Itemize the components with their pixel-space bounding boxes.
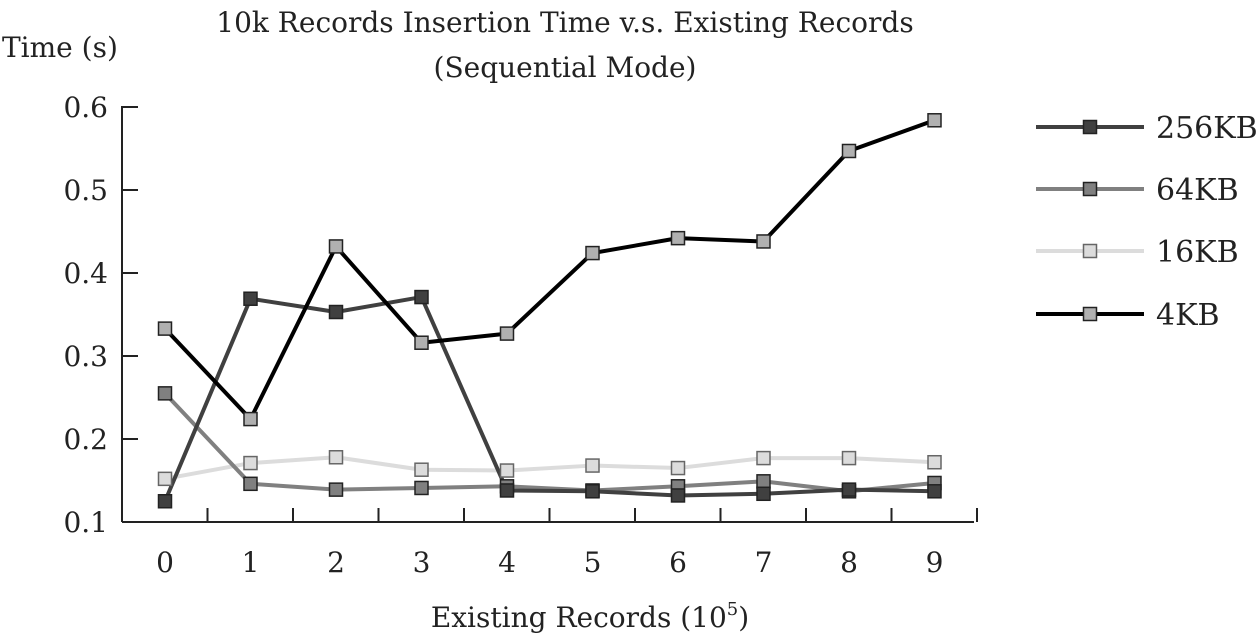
y-tick-label: 0.5	[63, 174, 108, 207]
x-tick-label: 8	[840, 546, 858, 579]
data-point-64KB	[756, 474, 771, 489]
x-tick-label: 9	[926, 546, 944, 579]
legend-label: 64KB	[1156, 173, 1239, 208]
chart-title: 10k Records Insertion Time v.s. Existing…	[216, 6, 913, 39]
data-point-16KB	[243, 455, 258, 471]
x-tick-label: 0	[156, 546, 174, 579]
x-axis-label: Existing Records (105)	[431, 599, 749, 634]
legend-label: 16KB	[1156, 235, 1239, 270]
x-axis-label-close: )	[738, 601, 749, 634]
data-point-16KB	[414, 462, 429, 477]
data-point-16KB	[585, 458, 600, 473]
data-point-256KB	[414, 289, 429, 305]
axes: 0.1 0.2 0.3 0.4 0.5 0.6 0 1 2 3 4 5 6 7 8 9	[63, 91, 978, 579]
data-point-256KB	[243, 291, 258, 306]
data-point-64KB	[243, 476, 258, 492]
data-point-16KB	[841, 450, 857, 466]
data-point-4KB	[841, 143, 857, 159]
y-tick-label: 0.3	[63, 340, 108, 373]
data-point-64KB	[328, 482, 344, 497]
data-point-256KB	[157, 494, 173, 509]
series-lines	[163, 118, 936, 503]
data-point-256KB	[756, 486, 771, 502]
legend-label: 4KB	[1156, 298, 1220, 333]
data-point-16KB	[756, 450, 771, 466]
data-point-4KB	[499, 326, 515, 341]
y-tick-label: 0.4	[63, 257, 108, 290]
x-tick-label: 1	[242, 546, 260, 579]
series-line-256KB	[163, 295, 935, 503]
legend: 256KB 64KB 16KB 4KB	[1036, 111, 1258, 333]
data-point-16KB	[328, 450, 344, 465]
data-point-4KB	[157, 321, 173, 336]
x-tick-label: 3	[413, 546, 431, 579]
legend-label: 256KB	[1156, 111, 1258, 146]
data-point-4KB	[756, 234, 771, 249]
data-point-256KB	[328, 304, 344, 320]
x-axis-label-main: Existing Records (10	[431, 601, 727, 634]
x-tick-label: 7	[755, 546, 773, 579]
data-point-16KB	[927, 454, 942, 470]
legend-swatch-marker	[1082, 119, 1098, 135]
series-line-64KB	[163, 391, 935, 494]
y-tick-label: 0.2	[63, 423, 108, 456]
x-tick-label: 4	[498, 546, 516, 579]
data-point-4KB	[414, 335, 429, 350]
data-point-4KB	[328, 239, 344, 254]
data-point-256KB	[585, 484, 600, 499]
chart-subtitle: (Sequential Mode)	[434, 51, 697, 84]
y-axis-label: Time (s)	[2, 31, 118, 64]
data-point-4KB	[927, 113, 942, 128]
data-point-256KB	[499, 483, 515, 498]
data-point-16KB	[157, 471, 173, 487]
data-point-4KB	[243, 411, 258, 427]
x-tick-label: 2	[327, 546, 345, 579]
data-point-256KB	[927, 484, 942, 499]
data-point-64KB	[414, 480, 429, 496]
data-point-4KB	[585, 245, 600, 261]
y-tick-label: 0.1	[63, 506, 108, 539]
legend-swatch-marker	[1082, 306, 1098, 322]
data-point-16KB	[670, 460, 686, 476]
series-line-16KB	[164, 455, 935, 481]
data-point-64KB	[157, 386, 173, 401]
data-point-4KB	[670, 230, 686, 246]
data-point-256KB	[670, 488, 686, 503]
legend-swatch-marker	[1082, 243, 1098, 259]
y-tick-label: 0.6	[63, 91, 108, 124]
series-markers	[157, 113, 942, 509]
x-tick-label: 6	[669, 546, 687, 579]
legend-swatch-marker	[1082, 181, 1098, 197]
data-point-256KB	[841, 482, 857, 497]
series-line-4KB	[163, 118, 936, 422]
x-tick-label: 5	[584, 546, 602, 579]
x-axis-label-exponent: 5	[727, 599, 738, 620]
data-point-16KB	[499, 463, 515, 478]
